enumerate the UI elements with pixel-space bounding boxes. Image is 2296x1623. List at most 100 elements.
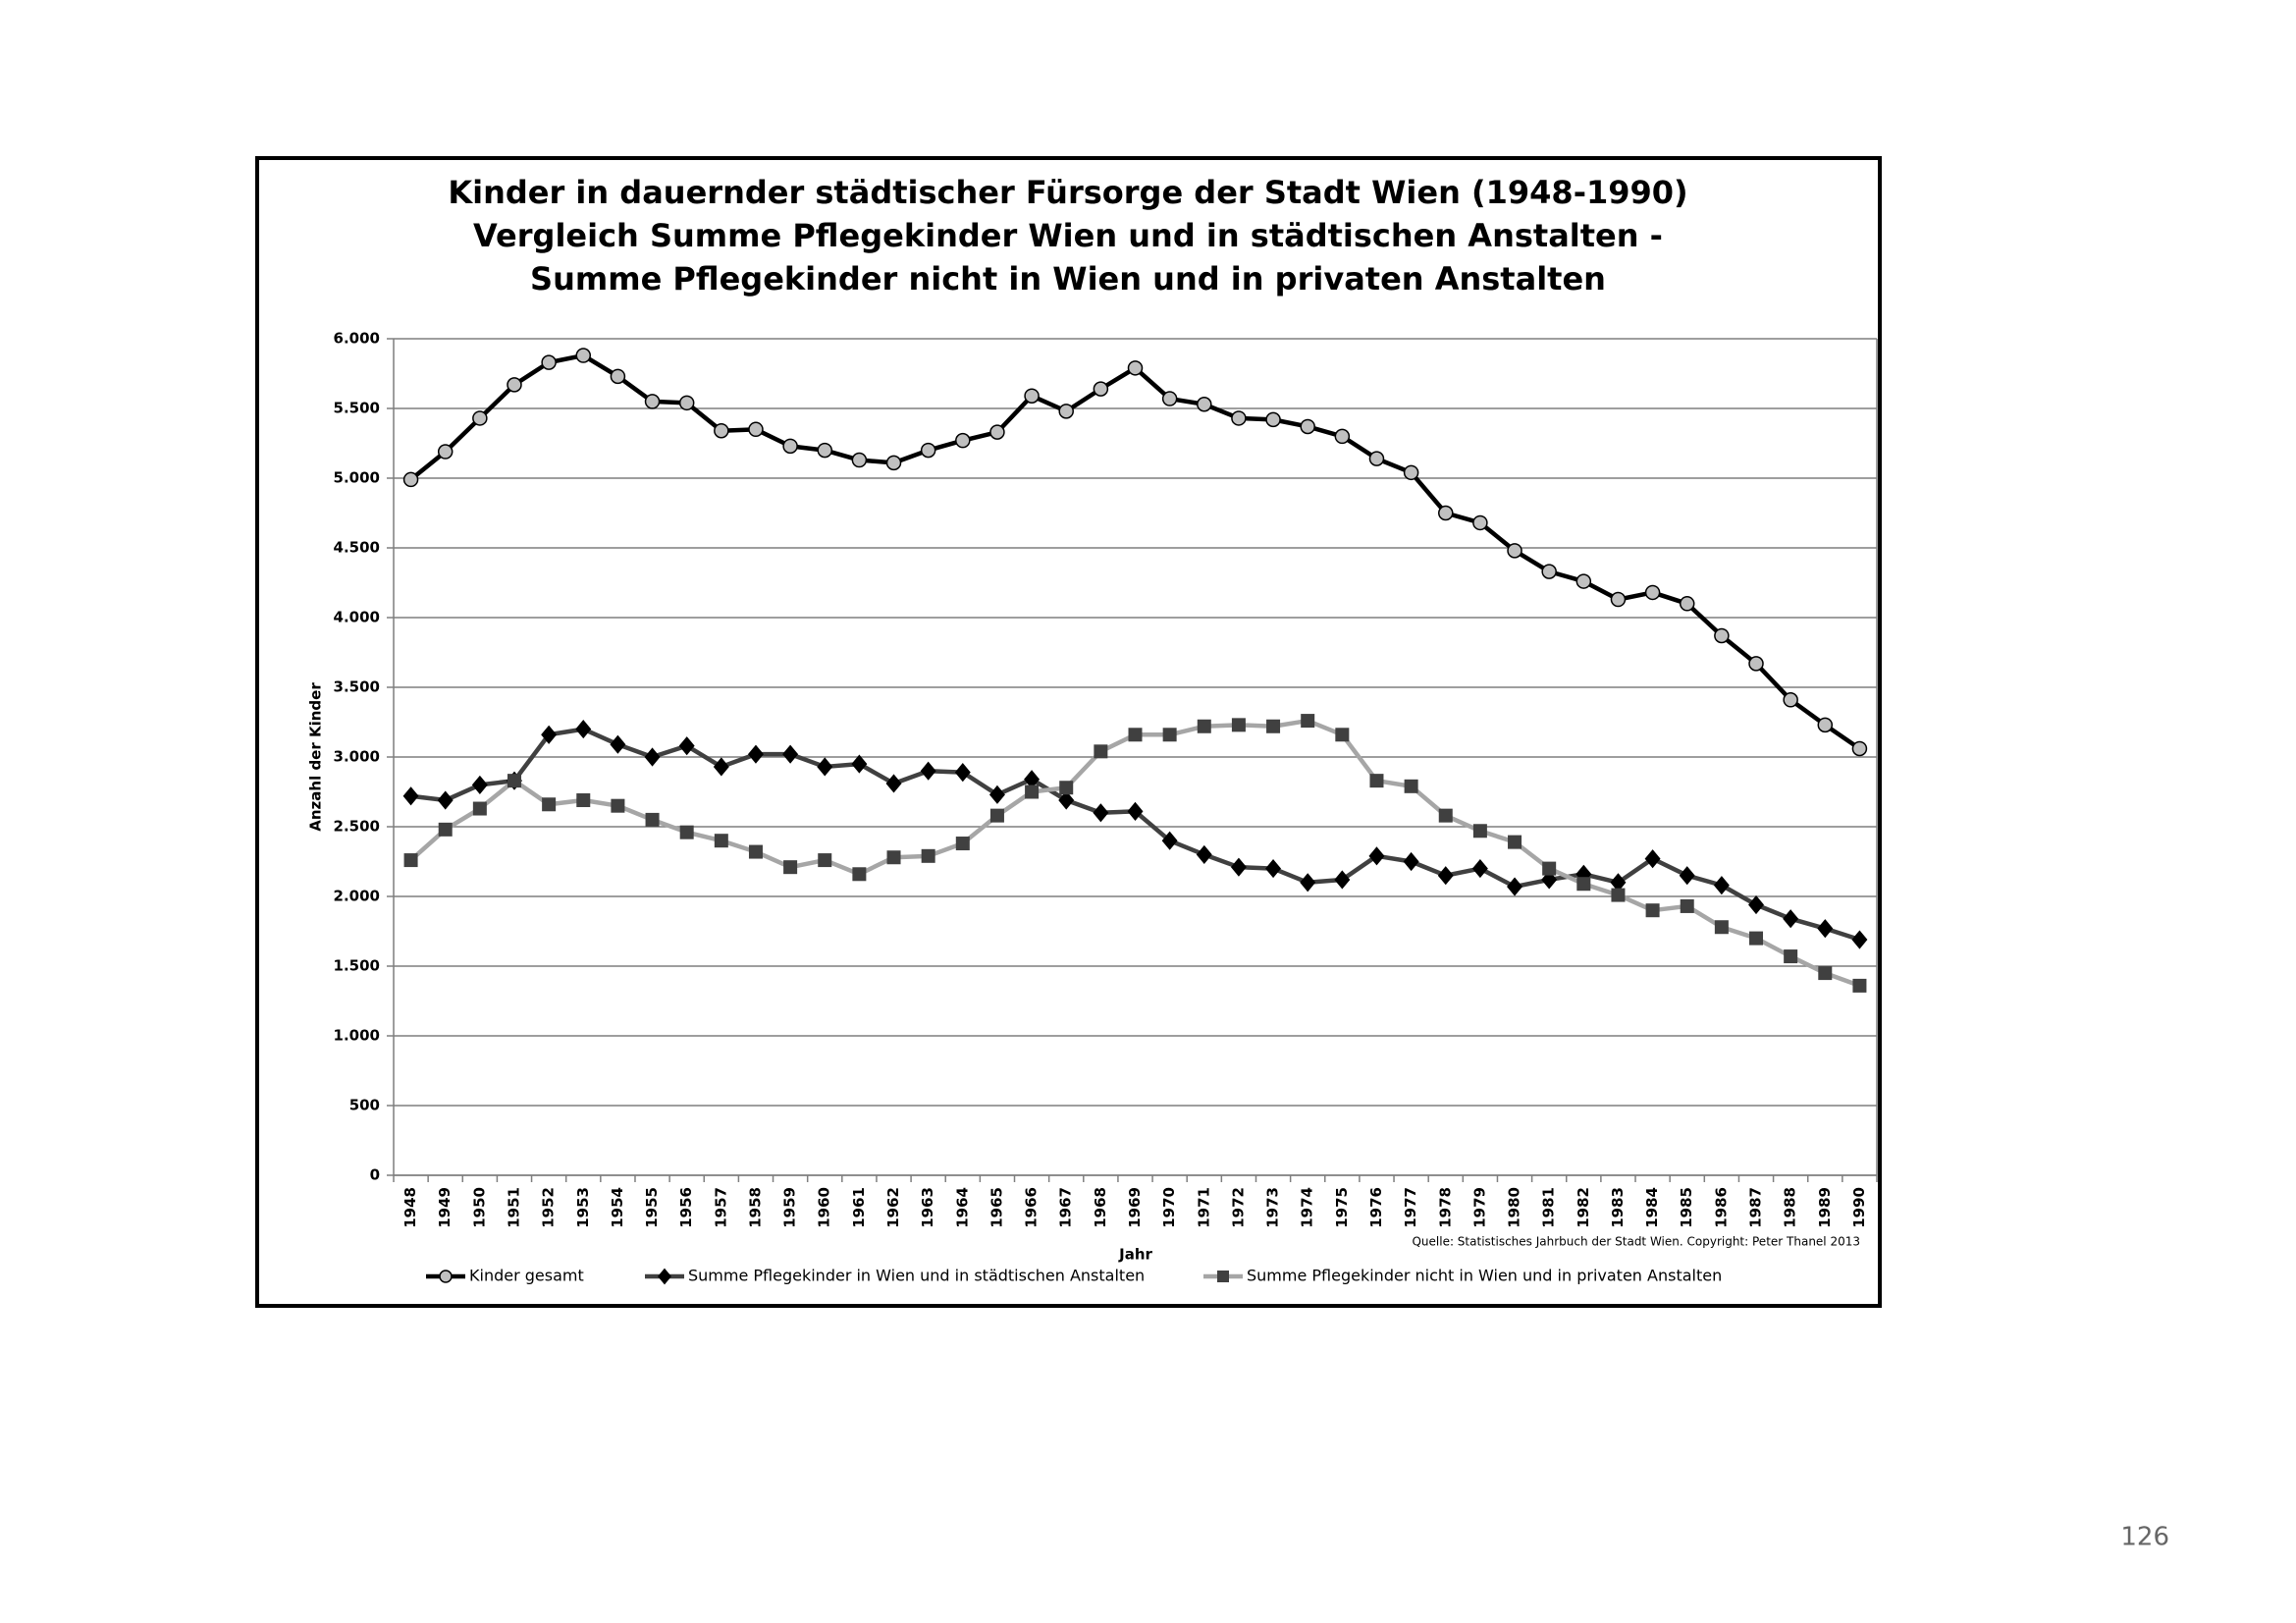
x-tick-label: 1980 xyxy=(1506,1187,1523,1228)
x-tick-label: 1955 xyxy=(643,1187,661,1228)
x-tick-label: 1962 xyxy=(884,1187,902,1228)
marker xyxy=(1231,410,1247,426)
marker xyxy=(1230,857,1247,877)
marker xyxy=(1542,861,1557,876)
marker xyxy=(437,444,454,460)
marker xyxy=(644,394,661,409)
marker xyxy=(439,1270,453,1283)
marker xyxy=(1471,859,1488,879)
marker xyxy=(1507,877,1523,896)
x-tick-label: 1988 xyxy=(1782,1187,1799,1228)
marker xyxy=(402,786,419,806)
x-tick-label: 1985 xyxy=(1678,1187,1695,1228)
marker xyxy=(541,725,558,744)
marker xyxy=(1094,744,1108,759)
y-tick-label: 5.500 xyxy=(334,400,380,417)
marker xyxy=(713,757,729,777)
x-tick-label: 1987 xyxy=(1747,1187,1765,1228)
marker xyxy=(1749,931,1764,946)
marker xyxy=(1403,464,1419,481)
marker xyxy=(1645,903,1660,918)
y-axis-label: Anzahl der Kinder xyxy=(307,682,325,832)
marker xyxy=(1404,779,1418,793)
marker xyxy=(1783,692,1798,708)
marker xyxy=(1300,873,1316,893)
y-tick-label: 5.000 xyxy=(334,469,380,487)
y-tick-label: 1.500 xyxy=(334,957,380,975)
marker xyxy=(1784,949,1798,964)
marker xyxy=(1300,418,1315,435)
x-tick-label: 1983 xyxy=(1609,1187,1627,1228)
marker xyxy=(1058,790,1075,810)
x-tick-label: 1949 xyxy=(436,1187,454,1228)
x-tick-label: 1984 xyxy=(1643,1187,1661,1228)
x-axis-label: Jahr xyxy=(1118,1246,1152,1264)
marker xyxy=(1368,451,1385,466)
x-tick-label: 1958 xyxy=(746,1187,764,1228)
marker xyxy=(1575,573,1592,589)
marker xyxy=(989,424,1005,440)
marker xyxy=(1197,719,1211,733)
marker xyxy=(1437,866,1454,886)
marker xyxy=(1024,388,1040,404)
marker xyxy=(471,775,488,794)
marker xyxy=(1472,824,1487,839)
x-tick-label: 1966 xyxy=(1023,1187,1041,1228)
marker xyxy=(920,761,936,781)
marker xyxy=(576,793,591,808)
marker xyxy=(1196,844,1212,864)
marker xyxy=(989,808,1004,823)
marker xyxy=(402,471,419,488)
marker xyxy=(542,797,557,812)
marker xyxy=(644,747,661,767)
marker xyxy=(679,825,694,839)
x-tick-label: 1953 xyxy=(574,1187,592,1228)
marker xyxy=(851,754,868,774)
x-tick-label: 1948 xyxy=(401,1187,419,1228)
marker xyxy=(575,720,592,739)
marker xyxy=(1851,930,1868,949)
legend-label: Summe Pflegekinder nicht in Wien und in … xyxy=(1247,1267,1722,1285)
chart-title: Summe Pflegekinder nicht in Wien und in … xyxy=(530,260,1606,298)
marker xyxy=(954,763,971,783)
marker xyxy=(885,455,902,471)
x-tick-label: 1957 xyxy=(712,1187,729,1228)
x-tick-label: 1963 xyxy=(919,1187,936,1228)
marker xyxy=(1852,978,1867,993)
marker xyxy=(1644,849,1661,869)
marker xyxy=(1851,740,1868,757)
x-tick-label: 1954 xyxy=(609,1187,626,1228)
marker xyxy=(610,734,626,754)
marker xyxy=(403,853,418,868)
marker xyxy=(541,354,557,370)
x-tick-label: 1971 xyxy=(1195,1187,1212,1228)
marker xyxy=(1507,543,1522,559)
x-tick-label: 1972 xyxy=(1229,1187,1247,1228)
marker xyxy=(817,757,833,777)
marker xyxy=(645,812,660,827)
y-tick-label: 3.500 xyxy=(334,678,380,696)
marker xyxy=(1817,919,1834,939)
y-tick-label: 2.500 xyxy=(334,818,380,836)
marker xyxy=(782,744,799,764)
marker xyxy=(472,410,488,426)
marker xyxy=(611,798,625,813)
x-tick-label: 1951 xyxy=(505,1187,522,1228)
x-tick-label: 1968 xyxy=(1092,1187,1109,1228)
marker xyxy=(1403,851,1419,872)
marker xyxy=(782,438,798,455)
marker xyxy=(1265,859,1282,879)
marker xyxy=(955,837,970,851)
marker xyxy=(921,848,935,863)
x-tick-label: 1959 xyxy=(781,1187,799,1228)
y-tick-label: 4.500 xyxy=(334,539,380,557)
marker xyxy=(955,432,971,449)
marker xyxy=(1576,877,1591,892)
x-tick-label: 1979 xyxy=(1470,1187,1488,1228)
marker xyxy=(1217,1271,1229,1282)
source-note: Quelle: Statistisches Jahrbuch der Stadt… xyxy=(1412,1235,1860,1249)
marker xyxy=(1679,596,1695,612)
marker xyxy=(886,850,901,865)
marker xyxy=(748,844,763,859)
